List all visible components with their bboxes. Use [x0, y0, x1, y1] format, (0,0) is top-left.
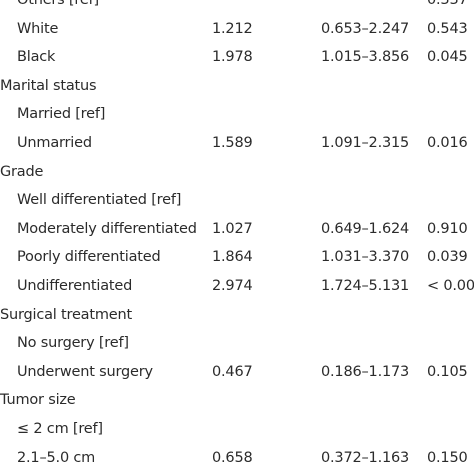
hazard-ratio-cell: 1.212 [212, 20, 253, 37]
confidence-interval-cell: 0.186–1.173 [321, 363, 410, 380]
section-heading: Grade [0, 163, 44, 180]
confidence-interval-cell: 0.649–1.624 [321, 220, 410, 237]
hazard-ratio-cell: 1.589 [212, 135, 253, 151]
row-label: Unmarried [17, 135, 92, 151]
section-heading: Surgical treatment [0, 306, 132, 323]
row-label: White [17, 20, 59, 37]
row-label: ≤ 2 cm [ref] [17, 421, 103, 437]
p-value-cell: 0.150 [427, 449, 468, 466]
table-row: Well differentiated [ref] [0, 186, 474, 215]
table-row: Others [ref] 0.337 [0, 0, 474, 15]
p-value-cell: 0.045 [427, 49, 468, 66]
table-row: Married [ref] [0, 100, 474, 129]
table-row: Undifferentiated 2.974 1.724–5.131 < 0.001 [0, 272, 474, 301]
table-row: Unmarried 1.589 1.091–2.315 0.016 [0, 129, 474, 158]
confidence-interval-cell: 1.031–3.370 [321, 249, 410, 266]
table-row: Black 1.978 1.015–3.856 0.045 [0, 43, 474, 72]
row-label: Well differentiated [ref] [17, 192, 182, 209]
table-row: Moderately differentiated 1.027 0.649–1.62… [0, 215, 474, 244]
row-label: Undifferentiated [17, 278, 133, 294]
table-row: Underwent surgery 0.467 0.186–1.173 0.105 [0, 358, 474, 387]
table-row: Grade [0, 158, 474, 187]
section-heading: Marital status [0, 77, 97, 94]
p-value-cell: 0.910 [427, 220, 468, 237]
p-value-cell: 0.543 [427, 20, 468, 37]
confidence-interval-cell: 0.653–2.247 [321, 20, 410, 37]
row-label: Moderately differentiated [17, 220, 197, 237]
row-label: Married [ref] [17, 106, 106, 123]
table-row: No surgery [ref] [0, 329, 474, 358]
hazard-ratio-cell: 2.974 [212, 278, 253, 294]
row-label: Underwent surgery [17, 363, 153, 380]
p-value-cell: 0.039 [427, 249, 468, 266]
section-heading: Tumor size [0, 392, 76, 409]
hazard-ratio-cell: 1.978 [212, 49, 253, 66]
row-label: No surgery [ref] [17, 335, 129, 352]
confidence-interval-cell: 1.015–3.856 [321, 49, 410, 66]
hazard-ratio-cell: 0.467 [212, 363, 253, 380]
table-row: ≤ 2 cm [ref] [0, 415, 474, 444]
row-label: Others [ref] [17, 0, 99, 8]
table-row: White 1.212 0.653–2.247 0.543 [0, 15, 474, 44]
p-value-cell: 0.016 [427, 135, 468, 151]
row-label: Black [17, 49, 56, 66]
hazard-ratio-cell: 1.864 [212, 249, 253, 266]
confidence-interval-cell: 0.372–1.163 [321, 449, 410, 466]
confidence-interval-cell: 1.724–5.131 [321, 278, 410, 294]
row-label: Poorly differentiated [17, 249, 161, 266]
p-value-cell: < 0.001 [427, 278, 474, 294]
table-row: 2.1–5.0 cm 0.658 0.372–1.163 0.150 [0, 444, 474, 473]
confidence-interval-cell: 1.091–2.315 [321, 135, 410, 151]
p-value-cell: 0.337 [427, 0, 468, 8]
hazard-ratio-cell: 1.027 [212, 220, 253, 237]
hazard-ratio-cell: 0.658 [212, 449, 253, 466]
table-row: Poorly differentiated 1.864 1.031–3.370 0.0… [0, 243, 474, 272]
table-row: Surgical treatment [0, 301, 474, 330]
table-row: Tumor size [0, 386, 474, 415]
p-value-cell: 0.105 [427, 363, 468, 380]
row-label: 2.1–5.0 cm [17, 449, 96, 466]
table-row: Marital status [0, 72, 474, 101]
